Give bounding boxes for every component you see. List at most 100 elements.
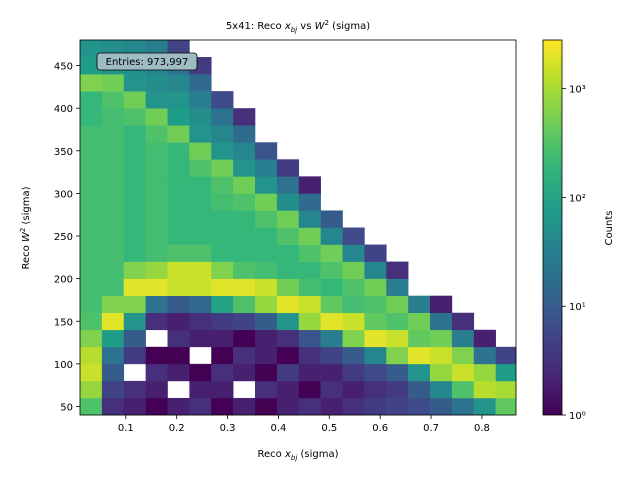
heatmap-cell <box>101 261 125 279</box>
heatmap-cell <box>167 74 190 92</box>
heatmap-cell <box>80 40 103 58</box>
heatmap-cell <box>167 346 190 365</box>
heatmap-cell <box>495 397 517 416</box>
heatmap-cell <box>298 329 321 348</box>
heatmap-cell <box>167 227 190 245</box>
heatmap-cell <box>211 176 234 194</box>
heatmap-cell <box>298 193 321 211</box>
heatmap-cell <box>145 74 168 92</box>
heatmap-cell <box>233 244 256 262</box>
heatmap-cell <box>123 380 146 399</box>
heatmap-cell <box>167 278 190 296</box>
heatmap-cell <box>473 397 496 416</box>
heatmap-cell <box>189 227 212 245</box>
heatmap-cell <box>80 210 103 228</box>
heatmap-cell <box>101 329 125 348</box>
heatmap-cell <box>80 244 103 262</box>
heatmap-cell <box>430 346 453 365</box>
annotation: Entries: 973,997 <box>106 57 189 68</box>
x-tick-label: 0.8 <box>474 423 490 434</box>
x-tick-label: 0.3 <box>220 423 236 434</box>
heatmap-cell <box>145 125 168 143</box>
heatmap-cell <box>189 261 212 279</box>
heatmap-cell <box>255 159 278 177</box>
heatmap-cell <box>342 244 365 262</box>
heatmap-cell <box>167 244 190 262</box>
heatmap-cell <box>123 74 146 92</box>
heatmap-cell <box>189 193 212 211</box>
heatmap-cell <box>451 397 475 416</box>
heatmap-cell <box>123 159 146 177</box>
heatmap-cell <box>101 210 125 228</box>
heatmap-cell <box>408 295 431 314</box>
heatmap-cell <box>101 227 125 245</box>
heatmap-cell <box>342 227 365 245</box>
heatmap-cell <box>386 261 409 279</box>
heatmap-cell <box>255 142 278 160</box>
heatmap-cell <box>386 363 409 382</box>
heatmap-cell <box>320 380 343 399</box>
heatmap-cell <box>408 397 431 416</box>
heatmap-cell <box>364 380 387 399</box>
heatmap-cell <box>473 363 496 382</box>
heatmap-cell <box>342 295 365 314</box>
heatmap-cell <box>233 108 256 126</box>
heatmap-cell <box>80 91 103 109</box>
heatmap-cell <box>451 329 475 348</box>
heatmap-cell <box>101 176 125 194</box>
plot-frame <box>79 39 517 416</box>
heatmap-cell <box>123 261 146 279</box>
heatmap-cell <box>167 142 190 160</box>
heatmap-cell <box>80 278 103 296</box>
heatmap-cell <box>123 244 146 262</box>
heatmap-cell <box>80 346 103 365</box>
heatmap-cell <box>255 295 278 314</box>
heatmap-cell <box>123 193 146 211</box>
y-tick-label: 350 <box>54 147 73 158</box>
x-tick-label: 0.5 <box>321 423 337 434</box>
colorbar-tick-label: 10² <box>569 193 586 204</box>
heatmap-cell <box>386 312 409 331</box>
chart-title: 5x41: Reco xbj vs W2 (sigma) <box>226 19 370 34</box>
heatmap-cell <box>123 278 146 296</box>
heatmap-cell <box>101 312 125 331</box>
heatmap-cell <box>145 346 168 365</box>
heatmap-cell <box>123 142 146 160</box>
heatmap-cell <box>451 312 475 331</box>
heatmap-cell <box>364 295 387 314</box>
heatmap-cell <box>189 125 212 143</box>
heatmap-cell <box>233 210 256 228</box>
x-tick-label: 0.6 <box>372 423 388 434</box>
heatmap-cell <box>189 380 212 399</box>
heatmap-cell <box>342 346 365 365</box>
heatmap-cell <box>408 380 431 399</box>
heatmap-cell <box>123 108 146 126</box>
heatmap-cell <box>320 312 343 331</box>
heatmap-cell <box>211 193 234 211</box>
heatmap-cell <box>320 261 343 279</box>
heatmap-cell <box>364 278 387 296</box>
heatmap-cell <box>276 210 300 228</box>
heatmap-cell <box>386 346 409 365</box>
heatmap-cell <box>101 91 125 109</box>
x-axis-label: Reco xbj (sigma) <box>258 449 339 462</box>
heatmap-cell <box>101 278 125 296</box>
heatmap-cell <box>233 295 256 314</box>
heatmap-cell <box>145 312 168 331</box>
heatmap-cell <box>255 278 278 296</box>
heatmap-cell <box>123 329 146 348</box>
heatmap-cell <box>386 295 409 314</box>
heatmap-cell <box>255 346 278 365</box>
heatmap-cell <box>123 346 146 365</box>
heatmap-cell <box>189 210 212 228</box>
heatmap-cell <box>298 380 321 399</box>
heatmap-cell <box>255 244 278 262</box>
heatmap-cell <box>211 312 234 331</box>
heatmap-cell <box>364 329 387 348</box>
heatmap-cell <box>145 261 168 279</box>
heatmap-cell <box>145 210 168 228</box>
heatmap-cell <box>167 261 190 279</box>
y-tick-label: 250 <box>54 232 73 243</box>
heatmap-cell <box>101 125 125 143</box>
heatmap-cell <box>189 397 212 416</box>
